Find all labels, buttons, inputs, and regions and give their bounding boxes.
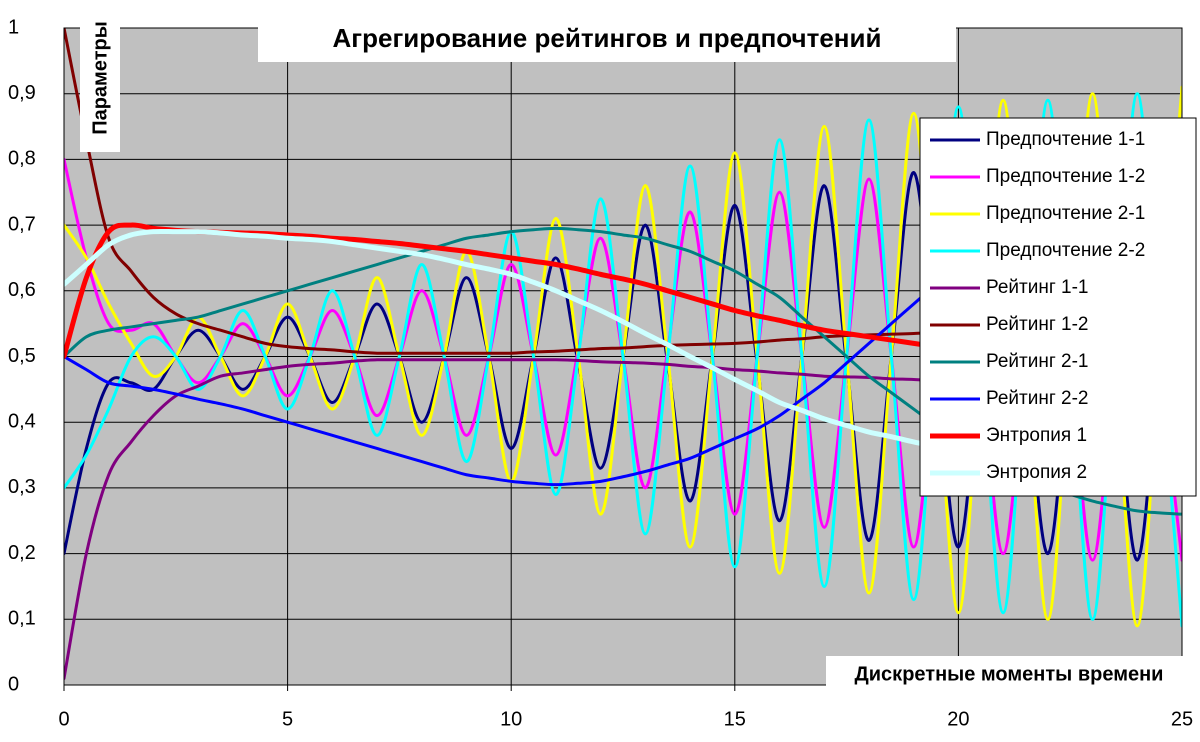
legend-label: Предпочтение 1-1 [986, 129, 1145, 150]
y-tick-label: 0,9 [8, 82, 36, 104]
y-tick-label: 0,8 [8, 148, 36, 170]
chart-title: Агрегирование рейтингов и предпочтений [333, 23, 882, 53]
y-tick-label: 0,2 [8, 542, 36, 564]
y-tick-label: 0,1 [8, 608, 36, 630]
y-tick-label: 1 [8, 16, 19, 38]
y-tick-label: 0 [8, 673, 19, 695]
legend-label: Энтропия 1 [986, 425, 1087, 446]
legend-label: Предпочтение 2-1 [986, 203, 1145, 224]
y-tick-label: 0,4 [8, 410, 36, 432]
x-axis-label: Дискретные моменты времени [855, 663, 1164, 685]
y-tick-label: 0,5 [8, 345, 36, 367]
y-tick-label: 0,7 [8, 213, 36, 235]
title-box [258, 18, 956, 62]
x-tick-label: 20 [947, 708, 969, 730]
legend-label: Энтропия 2 [986, 462, 1087, 483]
x-tick-label: 10 [500, 708, 522, 730]
y-tick-label: 0,6 [8, 279, 36, 301]
x-tick-label: 0 [58, 708, 69, 730]
legend-label: Предпочтение 2-2 [986, 240, 1145, 261]
y-label-box [80, 4, 120, 152]
x-tick-label: 25 [1171, 708, 1193, 730]
legend-label: Рейтинг 2-1 [986, 351, 1089, 372]
y-tick-label: 0,3 [8, 476, 36, 498]
x-label-box [826, 656, 1192, 692]
legend-label: Рейтинг 1-2 [986, 314, 1089, 335]
x-tick-label: 5 [282, 708, 293, 730]
legend-label: Рейтинг 1-1 [986, 277, 1089, 298]
y-axis-label: Параметры [89, 21, 111, 135]
legend-box [919, 117, 1197, 497]
legend-label: Предпочтение 1-2 [986, 166, 1145, 187]
legend-label: Рейтинг 2-2 [986, 388, 1089, 409]
series-line [64, 85, 1182, 628]
x-tick-label: 15 [724, 708, 746, 730]
